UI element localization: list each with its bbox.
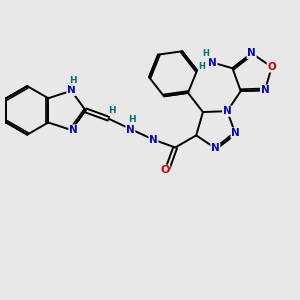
Text: H: H <box>199 62 206 71</box>
Text: N: N <box>211 143 220 153</box>
Text: N: N <box>261 85 269 95</box>
Text: H: H <box>202 49 209 58</box>
Text: N: N <box>126 125 135 135</box>
Text: N: N <box>208 58 217 68</box>
Text: H: H <box>129 115 136 124</box>
Text: N: N <box>69 125 78 135</box>
Text: O: O <box>267 62 276 72</box>
Text: H: H <box>70 76 77 85</box>
Text: H: H <box>109 106 116 115</box>
Text: N: N <box>223 106 232 116</box>
Text: N: N <box>247 48 256 58</box>
Text: N: N <box>231 128 240 138</box>
Text: N: N <box>67 85 76 95</box>
Text: O: O <box>160 165 170 175</box>
Text: N: N <box>149 135 158 145</box>
